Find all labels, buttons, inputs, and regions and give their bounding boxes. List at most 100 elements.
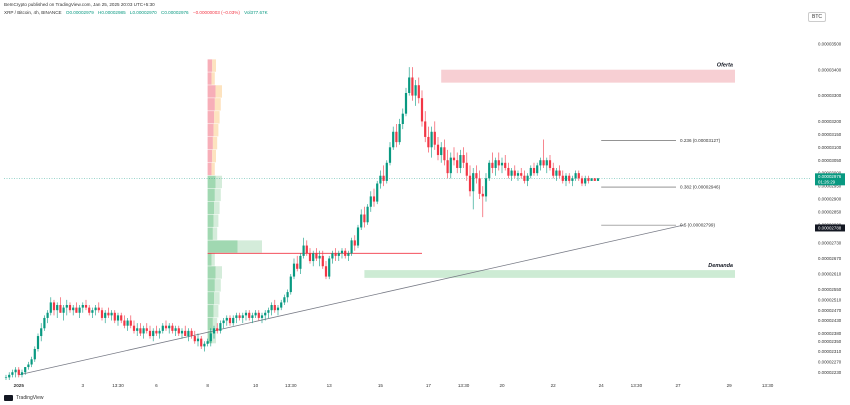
price-marker-badge [815,224,845,232]
candle [308,253,312,262]
candle [504,162,507,168]
candle [520,173,523,176]
volume-profile-bar [207,214,214,227]
candle [158,330,161,334]
candle [20,372,24,375]
fib-label: 0.236 (0.00003127) [680,138,721,143]
candle [161,325,164,331]
candle [417,85,420,99]
candle [65,305,68,308]
candle [56,305,59,311]
candle [200,338,203,347]
candle [472,173,475,192]
candle [14,369,17,373]
time-tick-label: 2025 [14,383,25,388]
volume-profile-bar [207,175,216,189]
candle [180,330,184,334]
time-tick-label: 13 [327,383,333,388]
candle [580,178,584,184]
candle [372,196,376,202]
candle [30,359,33,365]
time-tick-label: 15 [378,383,384,388]
logo-text: TradingView [16,395,44,401]
volume-profile-bar [213,214,219,227]
price-tick-label: 0.00003400 [818,67,842,72]
candle [78,307,81,313]
ohlc-high: H0.00002985 [98,10,126,15]
candle [430,131,433,148]
candle [552,167,555,176]
candle [184,330,187,337]
demand-zone-label: Demanda [708,263,733,269]
candle [360,214,363,228]
candle [36,336,40,349]
price-axis: 0.00003500 0.00003400 0.00003300 0.00003200… [815,41,845,375]
candle [260,315,264,318]
price-tick-label: 0.00002230 [818,370,842,375]
ohlc-open: O0.00002979 [65,10,94,15]
candle [164,325,168,329]
candle [427,136,430,148]
time-tick-label: 8 [206,383,209,388]
candle [312,253,315,262]
candle [228,317,232,324]
candle [459,155,462,168]
candle [251,315,254,318]
candle [507,167,510,176]
candle [168,325,171,329]
price-tick-label: 0.00002670 [818,256,842,261]
last-price-badge [815,173,845,186]
volume-profile-bar [237,240,262,253]
candle [420,98,424,122]
candle [555,170,558,176]
supply-zone [441,69,735,83]
price-tick-label: 0.00002310 [818,349,842,354]
candle [542,160,545,166]
ohlc-change: −0.00000003 (−0.03%) [192,10,240,15]
time-tick-label: 17 [426,383,432,388]
candle [88,307,91,313]
currency-badge[interactable]: BTC [808,12,826,22]
candle [196,338,200,342]
candle [94,307,97,311]
volume-profile-bar [207,188,215,202]
price-tick-label: 0.00003500 [818,41,842,46]
candle [190,330,193,337]
candle [136,328,139,331]
volume-profile-bar [214,292,220,305]
volume-profile-bar [212,317,218,331]
candle [523,175,526,181]
candle [305,245,308,254]
volume-profile-bar [207,201,215,215]
candle [113,312,116,321]
candle [481,193,484,197]
price-tick-label: 0.00002950 [818,184,842,189]
candle [292,263,296,277]
candle [17,369,20,375]
price-tick-label: 0.00002470 [818,308,842,313]
volume-profile-layer [207,59,262,344]
volume-profile-bar [212,59,216,72]
candle [440,147,443,156]
candle [238,315,241,318]
symbol-title[interactable]: XRP / Bitcoin, 4h, BINANCE [4,10,62,15]
supply-zone-label: Oferta [717,63,733,69]
volume-profile-bar [214,201,220,215]
candle [52,302,56,311]
time-tick-label: 6 [155,383,158,388]
candle [449,157,452,174]
candle [33,348,36,360]
candle [142,328,145,334]
volume-profile-bar [211,72,215,85]
candle [219,323,222,331]
candle [212,328,216,334]
volume-profile-bar [207,240,238,253]
price-marker-label: 0.00002788 [818,226,842,231]
price-tick-label: 0.00002430 [818,318,842,323]
candle [315,253,318,259]
candle [299,255,302,269]
candle [414,85,417,96]
candle [340,250,344,254]
candle [488,162,491,179]
